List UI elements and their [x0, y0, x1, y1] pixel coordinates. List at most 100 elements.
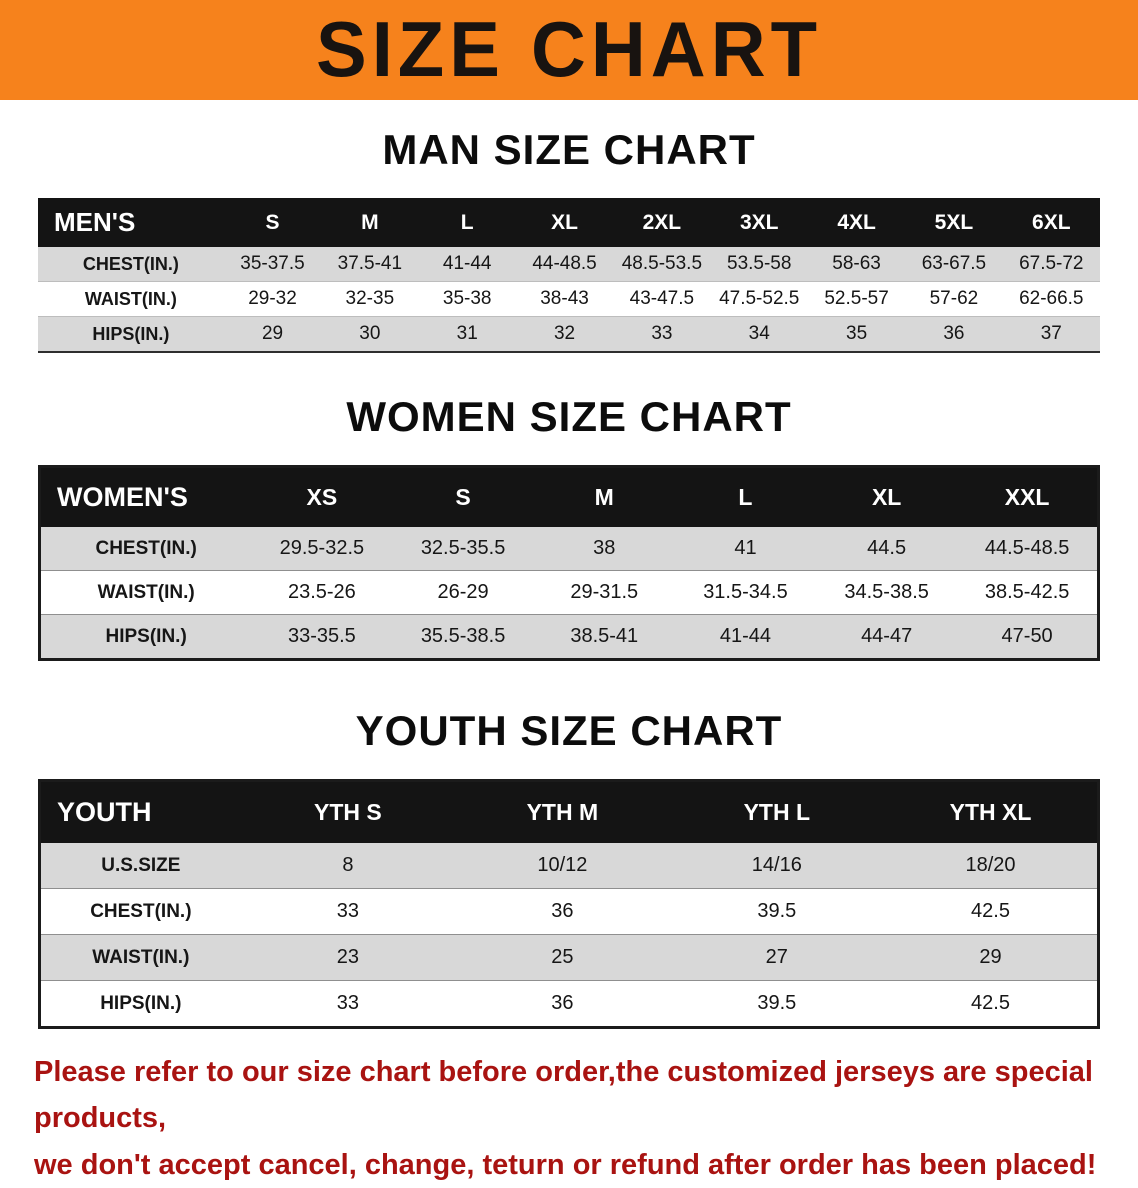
size-value-cell: 29: [223, 316, 322, 352]
measurement-row: CHEST(IN.) 35-37.5 37.5-41 41-44 44-48.5 48.5…: [38, 247, 1100, 282]
size-column-header: 5XL: [905, 198, 1003, 247]
size-value-cell: 44.5-48.5: [957, 527, 1099, 571]
size-value-cell: 36: [455, 888, 670, 935]
size-column-header: XS: [251, 466, 393, 527]
measurement-row: WAIST(IN.) 23 25 27 29: [39, 934, 1099, 981]
size-value-cell: 35-38: [418, 281, 516, 317]
size-value-cell: 62-66.5: [1002, 281, 1100, 317]
size-value-cell: 39.5: [669, 888, 885, 935]
size-value-cell: 36: [905, 316, 1003, 352]
table-header-row: MEN'S S M L XL 2XL 3XL 4XL 5XL 6XL: [38, 198, 1100, 247]
size-value-cell: 33-35.5: [251, 614, 393, 660]
size-value-cell: 41-44: [418, 247, 516, 282]
notice-line-2: we don't accept cancel, change, teturn o…: [34, 1148, 1097, 1181]
women-size-section: WOMEN SIZE CHART WOMEN'S XS S M L XL XXL CHEST(…: [0, 393, 1138, 661]
size-value-cell: 38.5-41: [533, 614, 675, 660]
youth-size-section: YOUTH SIZE CHART YOUTH YTH S YTH M YTH L YTH…: [0, 707, 1138, 1029]
size-column-header: S: [223, 198, 322, 247]
size-column-header: 3XL: [710, 198, 808, 247]
size-column-header: 2XL: [613, 198, 711, 247]
size-value-cell: 37: [1002, 316, 1100, 352]
size-column-header: 4XL: [807, 198, 906, 247]
table-corner-label: WOMEN'S: [39, 466, 252, 527]
size-value-cell: 14/16: [669, 843, 885, 889]
measurement-row-label: WAIST(IN.): [38, 281, 224, 317]
size-value-cell: 29-32: [223, 281, 322, 317]
size-value-cell: 23: [240, 934, 456, 981]
measurement-row-label: CHEST(IN.): [39, 888, 241, 935]
measurement-row-label: U.S.SIZE: [39, 843, 241, 889]
measurement-row: HIPS(IN.) 33-35.5 35.5-38.5 38.5-41 41-44 44-…: [39, 614, 1099, 660]
size-value-cell: 33: [240, 888, 456, 935]
size-column-header: L: [418, 198, 516, 247]
size-value-cell: 27: [669, 934, 885, 981]
size-value-cell: 53.5-58: [710, 247, 808, 282]
size-value-cell: 57-62: [905, 281, 1003, 317]
size-column-header: M: [321, 198, 419, 247]
size-value-cell: 29-31.5: [533, 570, 675, 615]
size-value-cell: 35: [807, 316, 906, 352]
measurement-row-label: WAIST(IN.): [39, 570, 252, 615]
size-column-header: YTH XL: [884, 780, 1099, 843]
size-value-cell: 25: [455, 934, 670, 981]
size-value-cell: 31.5-34.5: [674, 570, 817, 615]
size-value-cell: 44.5: [816, 527, 958, 571]
size-value-cell: 63-67.5: [905, 247, 1003, 282]
size-column-header: L: [674, 466, 817, 527]
size-value-cell: 36: [455, 980, 670, 1028]
measurement-row-label: HIPS(IN.): [39, 980, 241, 1028]
youth-size-table: YOUTH YTH S YTH M YTH L YTH XL U.S.SIZE 8 10/12…: [38, 779, 1100, 1029]
size-value-cell: 38.5-42.5: [957, 570, 1099, 615]
size-value-cell: 39.5: [669, 980, 885, 1028]
size-value-cell: 37.5-41: [321, 247, 419, 282]
footer-notice: Please refer to our size chart before or…: [0, 1049, 1138, 1188]
men-size-section: MAN SIZE CHART MEN'S S M L XL 2XL 3XL 4XL 5XL 6XL…: [0, 126, 1138, 353]
size-value-cell: 38-43: [515, 281, 614, 317]
size-value-cell: 48.5-53.5: [613, 247, 711, 282]
size-value-cell: 32.5-35.5: [392, 527, 534, 571]
measurement-row: HIPS(IN.) 33 36 39.5 42.5: [39, 980, 1099, 1028]
size-value-cell: 58-63: [807, 247, 906, 282]
size-value-cell: 47.5-52.5: [710, 281, 808, 317]
size-column-header: M: [533, 466, 675, 527]
size-value-cell: 38: [533, 527, 675, 571]
notice-line-1: Please refer to our size chart before or…: [34, 1056, 1093, 1135]
measurement-row-label: HIPS(IN.): [39, 614, 252, 660]
measurement-row: CHEST(IN.) 33 36 39.5 42.5: [39, 888, 1099, 935]
size-value-cell: 67.5-72: [1002, 247, 1100, 282]
size-column-header: XXL: [957, 466, 1099, 527]
measurement-row-label: CHEST(IN.): [39, 527, 252, 571]
women-section-heading: WOMEN SIZE CHART: [346, 393, 792, 440]
women-size-table: WOMEN'S XS S M L XL XXL CHEST(IN.) 29.5-32.5 32.5…: [38, 465, 1100, 661]
size-value-cell: 18/20: [884, 843, 1099, 889]
measurement-row-label: WAIST(IN.): [39, 934, 241, 981]
size-column-header: YTH L: [669, 780, 885, 843]
size-value-cell: 26-29: [392, 570, 534, 615]
banner: SIZE CHART: [0, 0, 1138, 100]
measurement-row-label: HIPS(IN.): [38, 316, 224, 352]
table-corner-label: YOUTH: [39, 780, 241, 843]
size-value-cell: 44-48.5: [515, 247, 614, 282]
size-value-cell: 41: [674, 527, 817, 571]
table-header-row: YOUTH YTH S YTH M YTH L YTH XL: [39, 780, 1099, 843]
men-section-heading: MAN SIZE CHART: [382, 126, 756, 173]
table-header-row: WOMEN'S XS S M L XL XXL: [39, 466, 1099, 527]
size-value-cell: 32: [515, 316, 614, 352]
size-value-cell: 42.5: [884, 888, 1099, 935]
size-value-cell: 47-50: [957, 614, 1099, 660]
size-value-cell: 34.5-38.5: [816, 570, 958, 615]
page-title: SIZE CHART: [316, 5, 822, 94]
size-value-cell: 42.5: [884, 980, 1099, 1028]
size-column-header: S: [392, 466, 534, 527]
size-value-cell: 33: [613, 316, 711, 352]
size-value-cell: 32-35: [321, 281, 419, 317]
size-value-cell: 8: [240, 843, 456, 889]
youth-section-heading: YOUTH SIZE CHART: [355, 707, 783, 754]
measurement-row: HIPS(IN.) 29 30 31 32 33 34 35 36 37: [38, 316, 1100, 352]
size-column-header: YTH S: [240, 780, 456, 843]
size-value-cell: 23.5-26: [251, 570, 393, 615]
size-value-cell: 10/12: [455, 843, 670, 889]
table-corner-label: MEN'S: [38, 198, 224, 247]
size-column-header: XL: [816, 466, 958, 527]
